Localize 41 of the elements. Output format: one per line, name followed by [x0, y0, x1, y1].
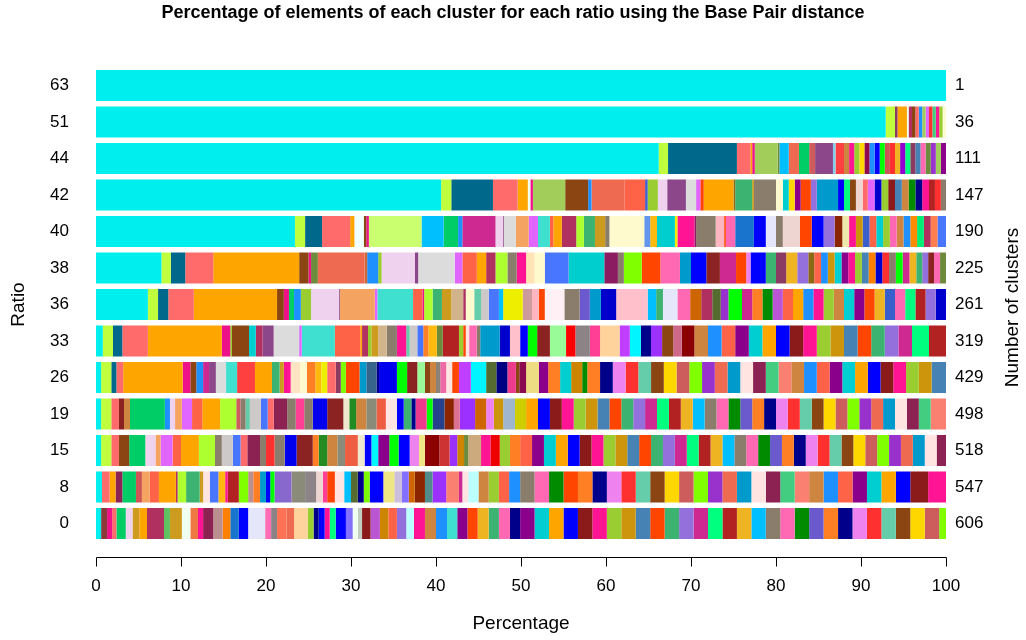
y-tick-label: 44	[50, 148, 69, 168]
y2-tick-label: 147	[955, 184, 984, 204]
y2-tick-label: 498	[955, 403, 984, 423]
x-tick-label: 0	[91, 575, 101, 595]
x-tick-label: 80	[766, 575, 786, 595]
y-axis-title: Ratio	[7, 282, 29, 327]
y-tick-label: 26	[50, 367, 69, 387]
y-tick-label: 38	[50, 257, 69, 277]
y-tick-label: 8	[59, 476, 69, 496]
x-tick-label: 20	[256, 575, 276, 595]
x-axis-title: Percentage	[472, 612, 570, 634]
y-tick-label: 19	[50, 403, 69, 423]
x-tick-label: 70	[681, 575, 701, 595]
x-tick-label: 40	[426, 575, 446, 595]
y-tick-label: 15	[50, 440, 69, 460]
y2-tick-label: 1	[955, 75, 965, 95]
y2-tick-label: 319	[955, 330, 984, 350]
y-tick-label: 36	[50, 294, 69, 314]
y-tick-label: 0	[59, 513, 69, 533]
y2-tick-label: 225	[955, 257, 984, 277]
y-tick-label: 63	[50, 75, 69, 95]
x-tick-label: 90	[851, 575, 871, 595]
y2-tick-label: 547	[955, 476, 984, 496]
chart-title: Percentage of elements of each cluster for each ratio using the Base Pair distance	[161, 1, 865, 22]
x-tick-label: 30	[341, 575, 361, 595]
y2-tick-label: 111	[955, 148, 981, 168]
y-tick-label: 33	[50, 330, 69, 350]
x-tick-label: 100	[931, 575, 961, 595]
y-tick-label: 42	[50, 184, 69, 204]
y2-tick-label: 36	[955, 111, 974, 131]
x-tick-label: 60	[596, 575, 616, 595]
x-tick-label: 50	[511, 575, 531, 595]
y2-tick-label: 518	[955, 440, 984, 460]
y-tick-label: 51	[50, 111, 69, 131]
y-tick-label: 40	[50, 221, 69, 241]
x-tick-label: 10	[171, 575, 191, 595]
y2-tick-label: 429	[955, 367, 984, 387]
y2-tick-label: 606	[955, 513, 984, 533]
y2-tick-label: 261	[955, 294, 984, 314]
y2-tick-label: 190	[955, 221, 984, 241]
y2-axis-title: Number of clusters	[1001, 227, 1023, 388]
